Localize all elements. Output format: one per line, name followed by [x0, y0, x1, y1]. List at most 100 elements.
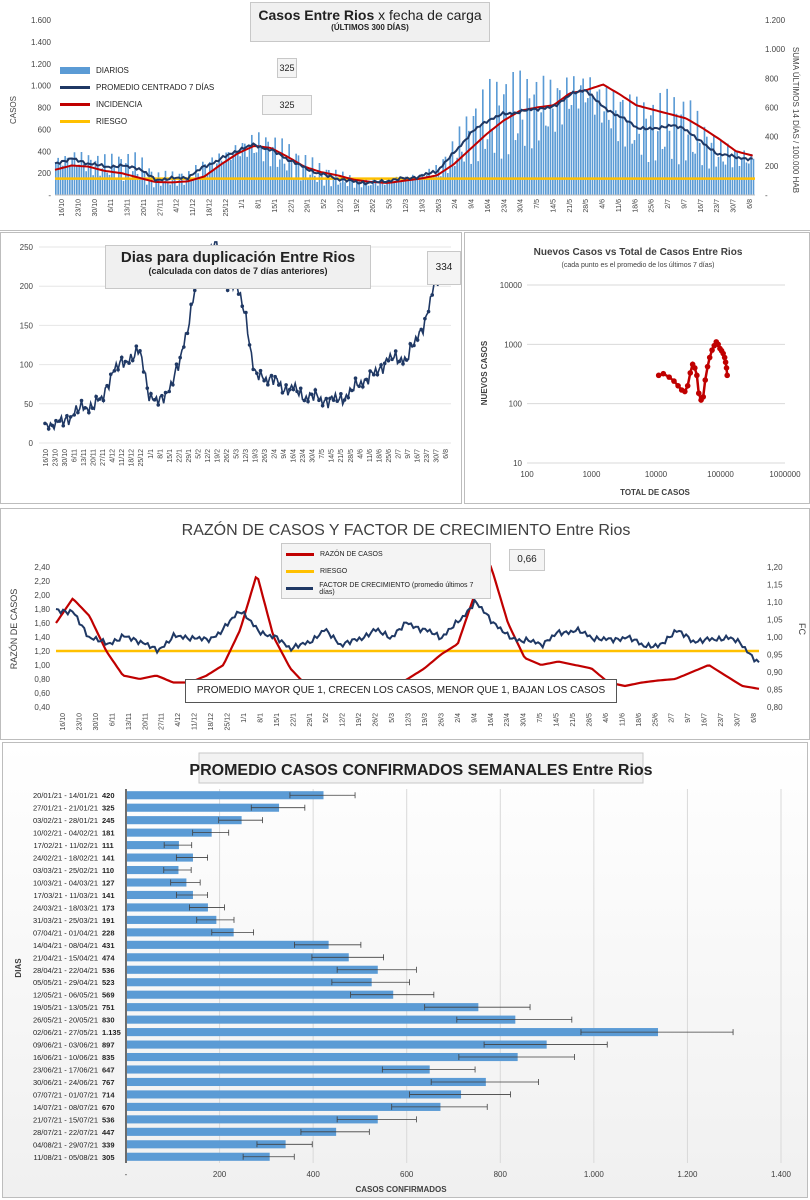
daily-cases-chart: - 200 400 600 800 1.000 1.200 1.400 1.600 - 200 400…: [9, 16, 800, 217]
category-label: 07/07/21 - 01/07/21: [33, 1090, 98, 1099]
weekly-bar: [127, 841, 179, 850]
data-point: [255, 371, 259, 376]
daily-bar: [416, 179, 419, 195]
data-point: [152, 398, 157, 402]
x-tick-label: 12/2: [205, 449, 212, 463]
daily-bar: [454, 165, 456, 195]
daily-bar: [237, 152, 239, 195]
daily-bar: [190, 181, 192, 195]
x-tick-label: 26/2: [370, 199, 377, 213]
daily-bar: [517, 133, 519, 195]
data-point: [306, 399, 310, 404]
legend-label: PROMEDIO CENTRADO 7 DÍAS: [96, 83, 215, 92]
x-tick-label: 16/4: [488, 713, 495, 727]
daily-bar: [526, 78, 528, 195]
legend-label: RIESGO: [320, 568, 348, 575]
daily-bar: [615, 110, 617, 195]
daily-bar: [286, 170, 288, 195]
data-point: [273, 374, 277, 379]
daily-bar: [157, 172, 160, 195]
x-tick-label: 18/12: [208, 713, 215, 731]
x-tick-label: 7/5: [534, 199, 541, 209]
data-point: [368, 369, 372, 373]
chart-subtitle: (ÚLTIMOS 300 DÍAS): [331, 23, 409, 32]
daily-bar: [176, 185, 178, 195]
data-point: [138, 349, 142, 353]
daily-bar: [372, 178, 374, 195]
x-axis-label: TOTAL DE CASOS: [620, 488, 690, 497]
x-tick-label: 2/4: [455, 713, 462, 723]
x-tick-label: 23/7: [718, 713, 725, 727]
weekly-bar: [127, 878, 187, 887]
y-right-tick-label: 600: [765, 104, 779, 113]
daily-bar: [386, 180, 388, 195]
daily-bar: [265, 137, 267, 195]
weekly-bar: [127, 978, 372, 987]
growth-factor-line: [55, 597, 760, 663]
y-right-tick-label: 1,15: [767, 581, 783, 590]
x-tick-label: 6/8: [751, 713, 758, 723]
data-point: [185, 331, 190, 336]
daily-bar: [73, 152, 76, 195]
daily-bar: [113, 166, 115, 195]
x-tick-label: 1/1: [239, 199, 246, 209]
x-tick-label: 19/3: [422, 713, 429, 727]
daily-bar: [489, 78, 491, 195]
daily-bar: [505, 84, 507, 195]
data-point: [127, 361, 131, 365]
y-right-tick-label: 0,90: [767, 668, 783, 677]
x-tick-label: 9/4: [281, 449, 288, 459]
daily-bar: [519, 70, 521, 195]
data-point: [375, 372, 380, 377]
daily-bar: [538, 140, 540, 195]
y-tick-label: 1,00: [34, 661, 50, 670]
incidence-line: [54, 83, 753, 184]
daily-bar: [580, 85, 582, 195]
daily-bar: [279, 159, 281, 195]
x-tick-label: 4/12: [174, 199, 181, 213]
daily-bar: [367, 185, 370, 195]
x-tick-label: 25/12: [223, 199, 230, 217]
daily-bar: [433, 176, 435, 195]
x-tick-label: 9/7: [681, 199, 688, 209]
y-tick-label: 0: [29, 439, 34, 448]
y-tick-label: 2,00: [34, 591, 50, 600]
daily-bar: [80, 152, 83, 195]
daily-bar: [479, 125, 482, 195]
data-point: [134, 344, 139, 348]
daily-bar: [255, 152, 258, 195]
value-label: 830: [102, 1016, 115, 1025]
daily-bar: [281, 138, 283, 195]
x-tick-label: 2/7: [665, 199, 672, 209]
data-point: [291, 387, 296, 392]
data-point: [295, 389, 299, 394]
x-tick-label: -: [125, 1170, 128, 1179]
daily-bar: [734, 150, 736, 195]
daily-bar: [302, 164, 304, 195]
x-tick-label: 29/1: [186, 449, 193, 463]
value-box-avg: 325: [277, 58, 297, 78]
weekly-bar: [127, 915, 217, 924]
x-tick-label: 30/4: [521, 713, 528, 727]
x-tick-label: 12/3: [243, 449, 250, 463]
data-point: [276, 383, 281, 387]
legend-item-avg: PROMEDIO CENTRADO 7 DÍAS: [60, 79, 214, 96]
daily-bar: [66, 157, 69, 195]
value-label: 714: [102, 1090, 115, 1099]
daily-bar: [750, 153, 752, 195]
x-tick-label: 22/1: [290, 713, 297, 727]
daily-bar: [514, 140, 517, 195]
y-tick-label: 100: [509, 400, 523, 409]
daily-bar: [381, 179, 384, 195]
legend-item-fc: FACTOR DE CRECIMIENTO (promedio últimos …: [286, 580, 486, 597]
legend-item-risk: RIESGO: [286, 563, 486, 580]
daily-bar: [267, 141, 269, 195]
x-tick-label: 23/7: [714, 199, 721, 213]
daily-bar: [421, 173, 423, 195]
category-label: 17/02/21 - 11/02/21: [34, 841, 99, 850]
legend-label: RAZÓN DE CASOS: [320, 551, 383, 558]
daily-bar: [594, 114, 596, 195]
x-tick-label: 30/7: [433, 449, 440, 463]
daily-bar: [304, 155, 307, 195]
